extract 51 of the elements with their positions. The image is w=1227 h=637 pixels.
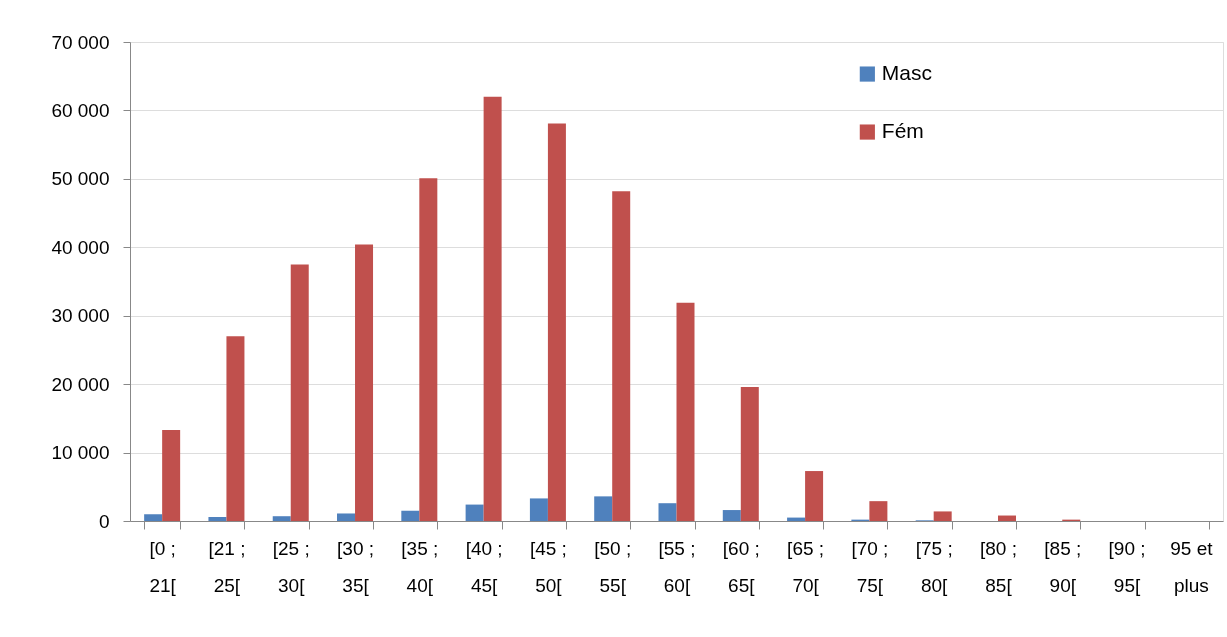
x-tick-label: [25 ; 30[ (272, 537, 310, 596)
bar (594, 496, 613, 521)
x-tick-label: [30 ; 35[ (337, 537, 375, 596)
x-tick-label: [65 ; 70[ (787, 537, 825, 596)
legend-label: Fém (881, 119, 924, 143)
y-tick-label: 70 000 (51, 31, 110, 53)
bar (337, 513, 356, 521)
x-tick-label: [85 ; 90[ (1044, 537, 1082, 596)
x-tick-label: [21 ; 25[ (208, 537, 246, 596)
x-tick-label: [90 ; 95[ (1108, 537, 1146, 596)
bar (547, 123, 566, 521)
x-tick-label: [35 ; 40[ (401, 537, 439, 596)
bar (722, 510, 741, 521)
x-tick-label: [70 ; 75[ (851, 537, 889, 596)
x-tick-label: [60 ; 65[ (722, 537, 760, 596)
bar (419, 178, 438, 521)
y-tick-label: 10 000 (51, 442, 110, 464)
x-tick-label: [0 ; 21[ (149, 537, 177, 596)
y-tick-label: 60 000 (51, 99, 110, 121)
x-tick-label: [50 ; 55[ (594, 537, 632, 596)
bar (272, 516, 291, 521)
y-tick-label: 0 (98, 510, 110, 532)
x-tick-label: [80 ; 85[ (979, 537, 1017, 596)
bar (465, 504, 484, 521)
bar (529, 498, 548, 521)
legend-label: Masc (881, 61, 933, 85)
bar (162, 429, 181, 521)
bar (740, 386, 759, 521)
bar (933, 511, 952, 521)
y-tick-label: 30 000 (51, 305, 110, 327)
bar (805, 471, 824, 521)
y-tick-label: 20 000 (51, 373, 110, 395)
x-tick-label: [40 ; 45[ (465, 537, 503, 596)
x-tick-label: [45 ; 50[ (529, 537, 567, 596)
bar (612, 191, 631, 521)
bar (997, 515, 1016, 521)
bar (208, 516, 227, 521)
bar (869, 501, 888, 521)
bar (483, 96, 502, 521)
x-tick-label: [75 ; 80[ (915, 537, 953, 596)
bar (676, 302, 695, 521)
bar (290, 264, 309, 521)
bar (355, 244, 374, 521)
x-tick-label: [55 ; 60[ (658, 537, 696, 596)
y-tick-label: 40 000 (51, 236, 110, 258)
bar (226, 336, 245, 521)
bar (658, 503, 677, 521)
bar (144, 514, 163, 521)
y-tick-label: 50 000 (51, 168, 110, 190)
x-tick-label: 95 et plus (1170, 537, 1214, 596)
bar (401, 510, 420, 521)
